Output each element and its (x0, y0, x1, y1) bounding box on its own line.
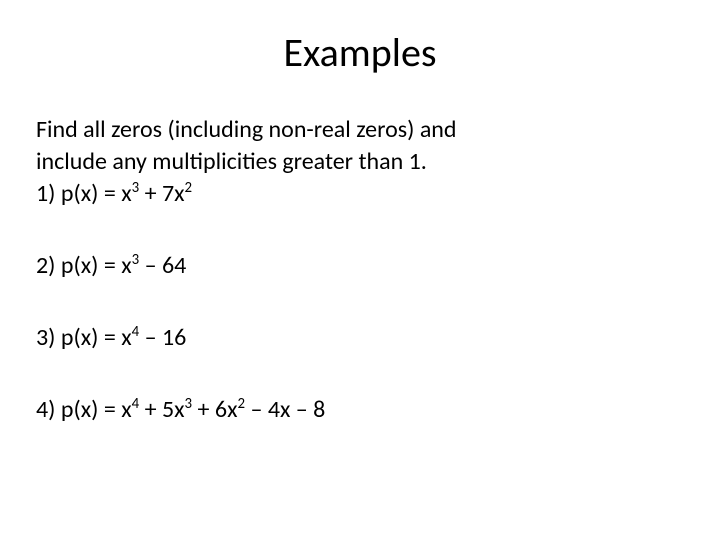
problem-4-sup2: 3 (185, 394, 193, 412)
problem-3-text: 3) p(x) = x (36, 323, 132, 352)
problem-2-text: 2) p(x) = x (36, 251, 132, 280)
problem-4-text: 4) p(x) = x (36, 395, 132, 424)
problem-3: 3) p(x) = x4 – 16 (36, 323, 684, 353)
slide-title: Examples (36, 28, 684, 77)
problem-1-text: 1) p(x) = x (36, 179, 132, 208)
problem-4-tailmid: + 6x (192, 395, 237, 424)
intro-line-1: Find all zeros (including non-real zeros… (36, 115, 684, 145)
problem-2: 2) p(x) = x3 – 64 (36, 251, 684, 281)
problem-1-sup2: 2 (185, 178, 193, 196)
problem-4-mid: + 5x (139, 395, 184, 424)
problem-4-sup3: 2 (237, 394, 245, 412)
slide: Examples Find all zeros (including non-r… (0, 0, 720, 425)
problem-4-tail: – 4x – 8 (245, 395, 325, 424)
problem-3-mid: – 16 (139, 323, 186, 352)
problem-1-mid: + 7x (139, 179, 184, 208)
problem-2-mid: – 64 (139, 251, 186, 280)
problem-4: 4) p(x) = x4 + 5x3 + 6x2 – 4x – 8 (36, 395, 684, 425)
intro-line-2: include any multiplicities greater than … (36, 147, 684, 177)
problem-1: 1) p(x) = x3 + 7x2 (36, 179, 684, 209)
